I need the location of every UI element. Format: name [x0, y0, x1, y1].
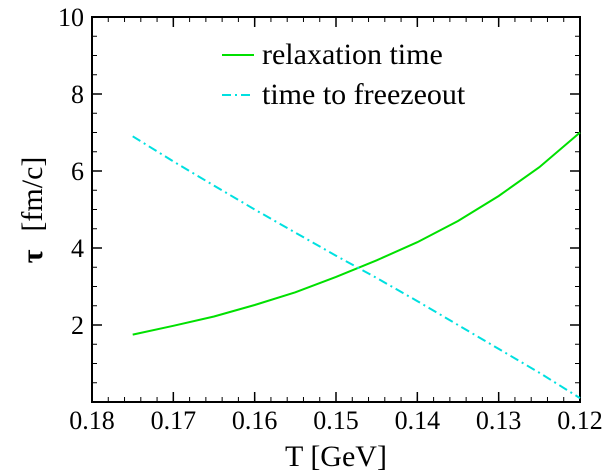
x-tick-label: 0.16	[232, 406, 278, 435]
series-line-relaxation-time	[132, 131, 581, 336]
y-tick-label: 10	[58, 3, 84, 32]
tick-labels: 0.18 0.17 0.16 0.15 0.14 0.13 0.12 2 4 6 8 10	[58, 3, 603, 435]
series-lines	[132, 131, 581, 399]
x-axis-title: T [GeV]	[285, 440, 387, 471]
x-tick-label: 0.13	[476, 406, 522, 435]
x-tick-label: 0.14	[395, 406, 441, 435]
series-line-time-to-freezeout	[132, 135, 581, 399]
axis-ticks	[91, 16, 581, 403]
x-tick-label: 0.12	[557, 406, 603, 435]
y-axis-title: τ [fm/c]	[16, 157, 49, 264]
legend-label-time-to-freezeout: time to freezeout	[262, 78, 466, 111]
y-tick-label: 2	[71, 311, 84, 340]
y-axis-symbol: τ	[16, 249, 49, 263]
legend: relaxation time time to freezeout	[222, 38, 466, 111]
plot-frame	[91, 16, 581, 403]
y-tick-label: 8	[71, 80, 84, 109]
x-tick-label: 0.17	[151, 406, 197, 435]
y-tick-label: 6	[71, 157, 84, 186]
x-tick-label: 0.18	[69, 406, 115, 435]
legend-label-relaxation-time: relaxation time	[262, 38, 443, 71]
y-tick-label: 4	[71, 234, 84, 263]
x-tick-label: 0.15	[313, 406, 359, 435]
y-axis-unit: [fm/c]	[16, 157, 49, 232]
svg-text:τ[fm/c]: τ [fm/c]	[16, 157, 49, 264]
